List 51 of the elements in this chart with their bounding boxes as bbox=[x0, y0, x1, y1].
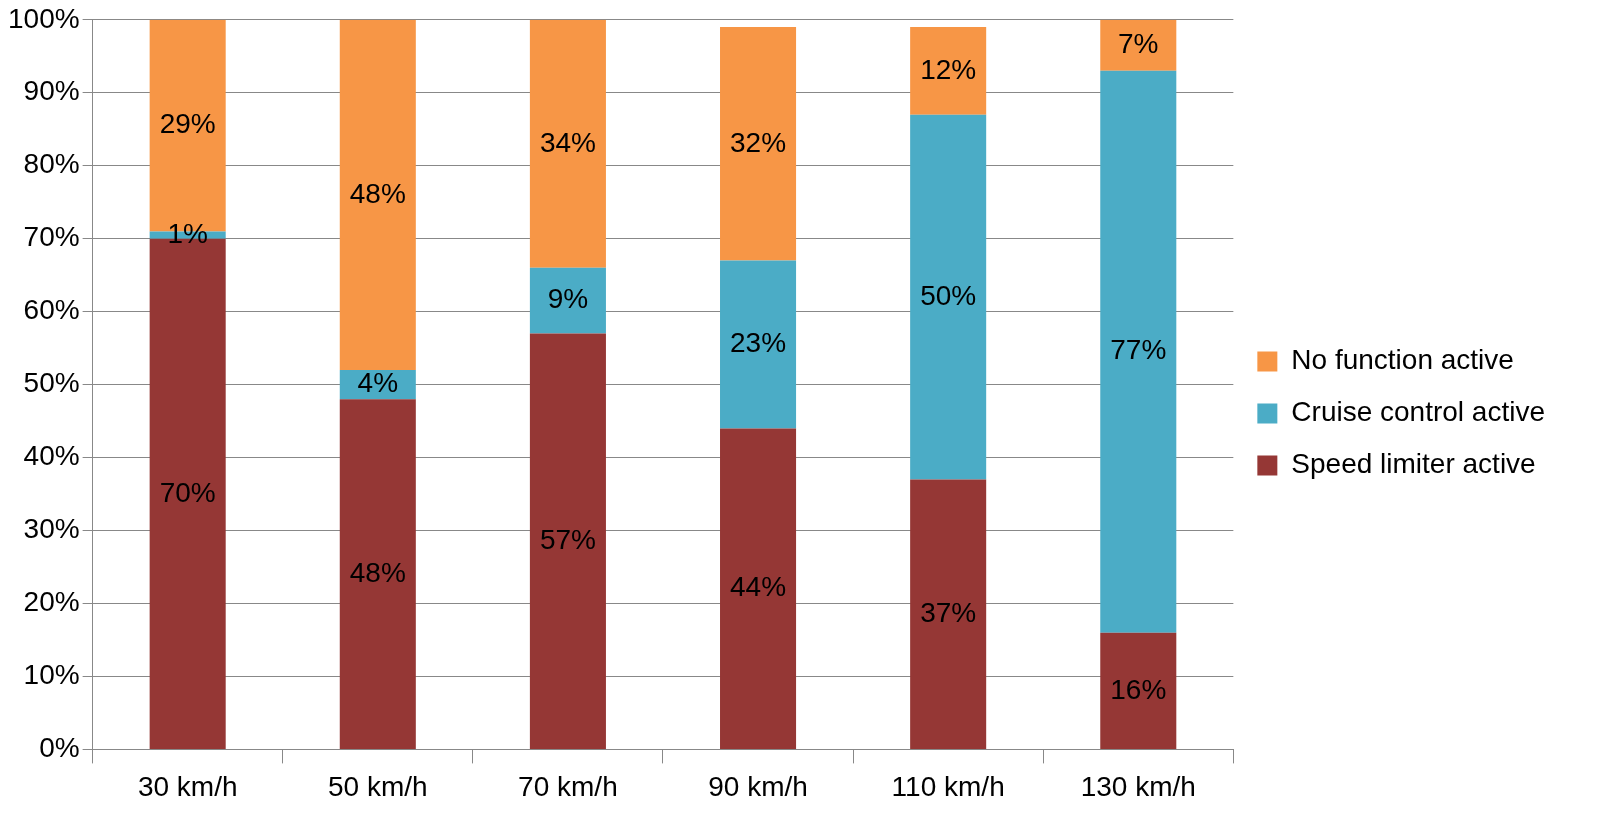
y-tick-label: 100% bbox=[7, 2, 80, 34]
x-tick-label: 110 km/h bbox=[891, 770, 1005, 802]
y-tick-label: 90% bbox=[23, 75, 80, 107]
bar bbox=[529, 19, 606, 268]
data-label: 70% bbox=[159, 476, 216, 508]
legend-label: No function active bbox=[1291, 344, 1514, 376]
x-tick-label: 50 km/h bbox=[327, 770, 428, 802]
data-label: 7% bbox=[1118, 28, 1159, 60]
y-tick-label: 60% bbox=[23, 294, 80, 326]
data-label: 50% bbox=[920, 279, 977, 311]
legend-label: Speed limiter active bbox=[1291, 448, 1536, 480]
data-label: 48% bbox=[349, 177, 406, 209]
bar bbox=[910, 479, 987, 749]
data-label: 37% bbox=[920, 596, 977, 628]
y-tick-label: 70% bbox=[23, 221, 80, 253]
x-tick-label: 30 km/h bbox=[137, 770, 238, 802]
data-label: 29% bbox=[159, 108, 216, 140]
y-tick-label: 50% bbox=[23, 367, 80, 399]
x-tick-label: 70 km/h bbox=[518, 770, 618, 802]
bar bbox=[529, 333, 606, 749]
bar bbox=[1100, 70, 1177, 633]
data-label: 23% bbox=[730, 327, 787, 359]
y-tick-label: 40% bbox=[23, 440, 80, 472]
bar bbox=[910, 114, 987, 480]
data-label: 16% bbox=[1110, 673, 1167, 705]
data-label: 4% bbox=[357, 367, 399, 399]
y-tick-label: 0% bbox=[39, 732, 80, 764]
y-tick-label: 10% bbox=[23, 659, 80, 691]
bar bbox=[1100, 632, 1177, 749]
data-label: 77% bbox=[1110, 334, 1167, 366]
y-tick-label: 30% bbox=[23, 513, 80, 545]
data-label: 9% bbox=[547, 283, 589, 315]
bar bbox=[910, 27, 987, 115]
bar bbox=[1100, 19, 1177, 71]
x-tick-label: 130 km/h bbox=[1080, 770, 1196, 802]
bar bbox=[339, 19, 416, 371]
bar bbox=[720, 260, 797, 429]
bar bbox=[529, 267, 606, 334]
bar bbox=[720, 27, 797, 261]
y-tick-label: 80% bbox=[23, 148, 80, 180]
data-label: 32% bbox=[730, 126, 787, 158]
bar bbox=[339, 399, 416, 749]
legend-label: Cruise control active bbox=[1291, 396, 1545, 428]
y-tick-label: 20% bbox=[23, 586, 80, 618]
data-label: 44% bbox=[730, 571, 787, 603]
data-label: 34% bbox=[539, 126, 596, 158]
data-label: 12% bbox=[920, 53, 977, 85]
x-tick-label: 90 km/h bbox=[708, 770, 808, 802]
bar bbox=[720, 428, 797, 749]
data-label: 48% bbox=[349, 556, 406, 588]
data-label: 57% bbox=[539, 523, 596, 555]
